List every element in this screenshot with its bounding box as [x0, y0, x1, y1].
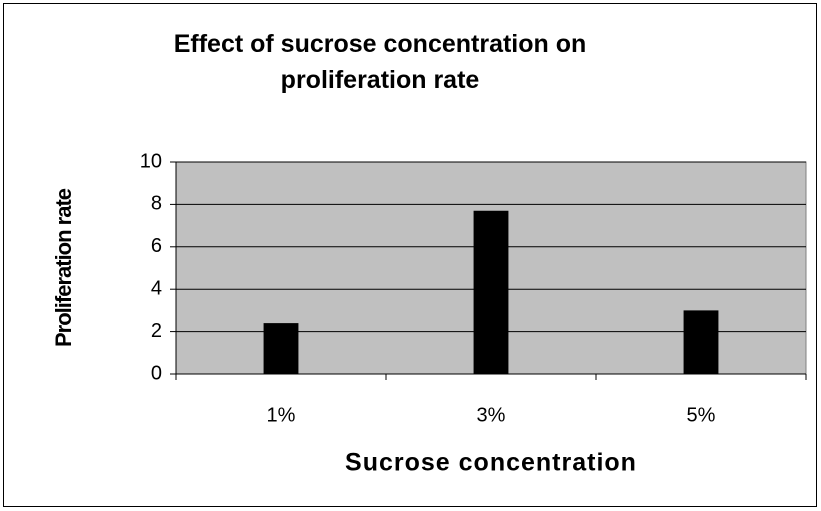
- y-tick-label: 0: [151, 362, 162, 384]
- x-tick-label: 1%: [267, 404, 296, 426]
- y-axis-label: Proliferation rate: [51, 188, 76, 347]
- bar: [263, 323, 299, 374]
- x-tick-label: 3%: [477, 404, 506, 426]
- x-tick-label: 5%: [687, 404, 716, 426]
- bar: [473, 210, 509, 374]
- chart-title: Effect of sucrose concentration on proli…: [173, 30, 587, 94]
- y-tick-label: 10: [140, 150, 162, 172]
- y-tick-label: 2: [151, 320, 162, 342]
- y-tick-label: 6: [151, 235, 162, 257]
- y-tick-label: 4: [151, 277, 162, 299]
- y-tick-label: 8: [151, 193, 162, 215]
- bar: [683, 310, 719, 374]
- x-axis-label: Sucrose concentration: [345, 449, 637, 477]
